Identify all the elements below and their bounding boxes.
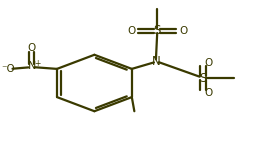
Text: O: O: [127, 26, 135, 36]
Text: N: N: [152, 55, 160, 68]
Text: O: O: [204, 88, 212, 98]
Text: ⁻O: ⁻O: [1, 64, 15, 74]
Text: S: S: [199, 72, 207, 84]
Text: O: O: [204, 58, 212, 68]
Text: S: S: [153, 24, 161, 37]
Text: O: O: [179, 26, 188, 36]
Text: O: O: [27, 43, 36, 53]
Text: N: N: [27, 61, 36, 71]
Text: +: +: [34, 59, 40, 68]
